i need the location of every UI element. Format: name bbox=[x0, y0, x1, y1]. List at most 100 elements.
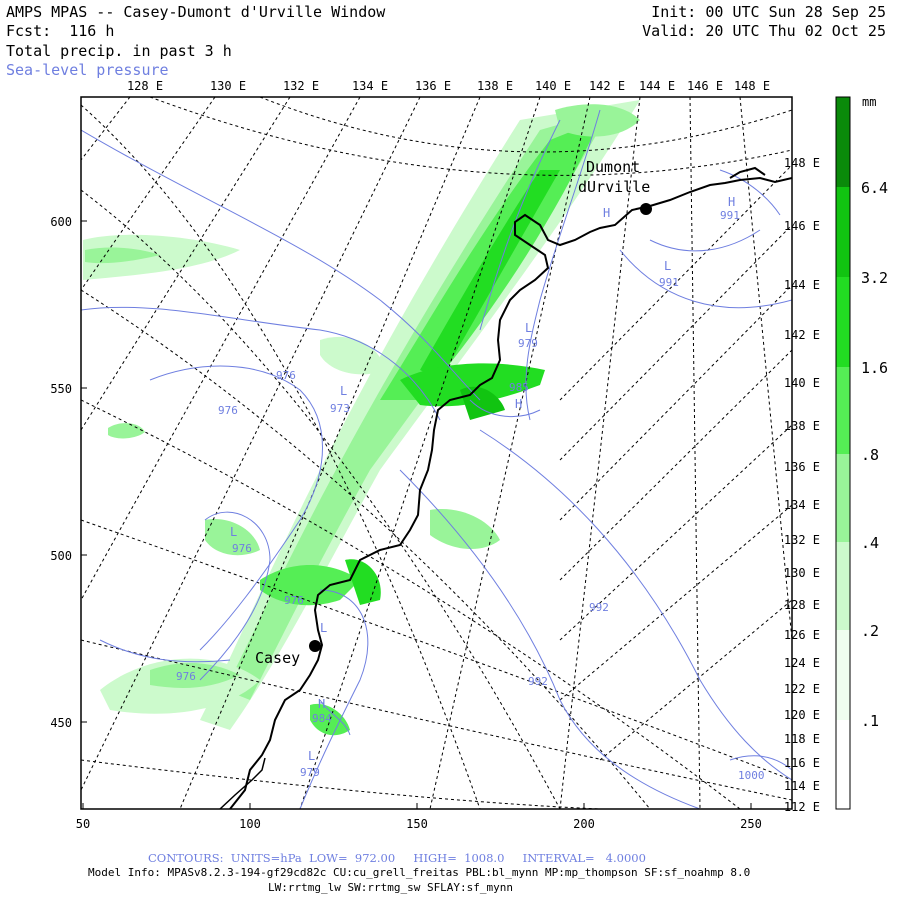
pressure-center: H bbox=[318, 697, 325, 711]
right-lon-label: 116 E bbox=[784, 756, 820, 770]
top-longitude-labels: 128 E 130 E 132 E 134 E 136 E 138 E 140 … bbox=[127, 79, 770, 93]
valid-time: Valid: 20 UTC Thu 02 Oct 25 bbox=[642, 22, 886, 40]
right-lon-label: 148 E bbox=[784, 156, 820, 170]
y-tick-labels: 600 550 500 450 bbox=[50, 215, 72, 730]
right-lon-label: 120 E bbox=[784, 708, 820, 722]
physics-info: LW:rrtmg_lw SW:rrtmg_sw SFLAY:sf_mynn bbox=[268, 881, 514, 894]
pressure-contours bbox=[81, 109, 792, 809]
top-lon-label: 138 E bbox=[477, 79, 513, 93]
pressure-center: L bbox=[320, 621, 327, 635]
colorbar-swatch bbox=[836, 630, 850, 720]
colorbar-label: 6.4 bbox=[861, 179, 888, 197]
top-lon-label: 142 E bbox=[589, 79, 625, 93]
colorbar-unit: mm bbox=[862, 95, 876, 109]
x-tick-label: 50 bbox=[76, 817, 90, 831]
colorbar: mm 6.4 3.2 1.6 .8 .4 .2 .1 bbox=[835, 95, 888, 810]
pressure-label: 991 bbox=[720, 209, 740, 222]
coastline bbox=[229, 176, 792, 809]
colorbar-label: 1.6 bbox=[861, 359, 888, 377]
right-lon-label: 138 E bbox=[784, 419, 820, 433]
graticule-parallels bbox=[81, 97, 792, 809]
pressure-center: H bbox=[728, 195, 735, 209]
init-time: Init: 00 UTC Sun 28 Sep 25 bbox=[651, 3, 886, 21]
y-tick-label: 550 bbox=[50, 382, 72, 396]
top-lon-label: 136 E bbox=[415, 79, 451, 93]
map-title: AMPS MPAS -- Casey-Dumont d'Urville Wind… bbox=[6, 3, 386, 21]
colorbar-swatch bbox=[836, 367, 850, 454]
pressure-center: L bbox=[308, 749, 315, 763]
pressure-label: 976 bbox=[284, 594, 304, 607]
colorbar-swatch bbox=[836, 720, 850, 809]
right-lon-label: 128 E bbox=[784, 598, 820, 612]
colorbar-swatch bbox=[836, 542, 850, 630]
right-lon-label: 132 E bbox=[784, 533, 820, 547]
y-tick-label: 600 bbox=[50, 215, 72, 229]
pressure-label: 973 bbox=[330, 402, 350, 415]
right-lon-label: 134 E bbox=[784, 498, 820, 512]
pressure-label: 976 bbox=[218, 404, 238, 417]
right-lon-label: 144 E bbox=[784, 278, 820, 292]
graticule-meridians bbox=[81, 97, 792, 809]
y-ticks bbox=[81, 220, 87, 723]
top-lon-label: 140 E bbox=[535, 79, 571, 93]
right-lon-label: 130 E bbox=[784, 566, 820, 580]
colorbar-label: .2 bbox=[861, 622, 879, 640]
y-tick-label: 500 bbox=[50, 549, 72, 563]
overlay-name: Sea-level pressure bbox=[6, 61, 169, 79]
coastline-dumont bbox=[729, 166, 766, 179]
right-lon-label: 112 E bbox=[784, 800, 820, 814]
colorbar-swatch bbox=[836, 277, 850, 367]
right-longitude-labels: 148 E 146 E 144 E 142 E 140 E 138 E 136 … bbox=[784, 156, 820, 814]
top-lon-label: 146 E bbox=[687, 79, 723, 93]
station-label-casey: Casey bbox=[255, 649, 300, 667]
pressure-label: 985 bbox=[509, 381, 529, 394]
graticule-right bbox=[559, 164, 792, 761]
y-tick-label: 450 bbox=[50, 716, 72, 730]
right-lon-label: 114 E bbox=[784, 779, 820, 793]
colorbar-swatch bbox=[836, 187, 850, 277]
pressure-center: L bbox=[230, 525, 237, 539]
pressure-label: 984 bbox=[312, 712, 332, 725]
x-tick-label: 250 bbox=[740, 817, 762, 831]
x-tick-label: 150 bbox=[406, 817, 428, 831]
pressure-label: 976 bbox=[176, 670, 196, 683]
pressure-label: 991 bbox=[659, 276, 679, 289]
coastline-inland bbox=[219, 757, 266, 809]
colorbar-label: .8 bbox=[861, 446, 879, 464]
top-lon-label: 132 E bbox=[283, 79, 319, 93]
colorbar-swatch bbox=[836, 97, 850, 187]
top-lon-label: 128 E bbox=[127, 79, 163, 93]
pressure-center: L bbox=[340, 384, 347, 398]
right-lon-label: 126 E bbox=[784, 628, 820, 642]
station-label-durville: dUrville bbox=[578, 178, 650, 196]
pressure-label: 1000 bbox=[738, 769, 765, 782]
pressure-center: L bbox=[525, 321, 532, 335]
model-info: Model Info: MPASv8.2.3-194-gf29cd82c CU:… bbox=[88, 866, 751, 879]
station-label-dumont: Dumont bbox=[586, 158, 640, 176]
x-tick-label: 100 bbox=[239, 817, 261, 831]
right-lon-label: 140 E bbox=[784, 376, 820, 390]
dumont-durville-station-marker bbox=[640, 203, 652, 215]
colorbar-label: .4 bbox=[861, 534, 879, 552]
pressure-center: H bbox=[515, 397, 522, 411]
right-lon-label: 136 E bbox=[784, 460, 820, 474]
casey-station-marker bbox=[309, 640, 321, 652]
pressure-center: H bbox=[603, 206, 610, 220]
pressure-label: 992 bbox=[528, 675, 548, 688]
pressure-centers: H H L L L L H L L H bbox=[230, 195, 735, 763]
right-lon-label: 146 E bbox=[784, 219, 820, 233]
field-name: Total precip. in past 3 h bbox=[6, 42, 232, 60]
x-tick-labels: 50 100 150 200 250 bbox=[76, 817, 762, 831]
top-lon-label: 144 E bbox=[639, 79, 675, 93]
x-tick-label: 200 bbox=[573, 817, 595, 831]
x-ticks bbox=[82, 803, 752, 809]
colorbar-labels: 6.4 3.2 1.6 .8 .4 .2 .1 bbox=[861, 179, 888, 730]
colorbar-label: 3.2 bbox=[861, 269, 888, 287]
pressure-labels: 976 976 973 976 976 976 979 984 979 985 … bbox=[176, 209, 765, 782]
contour-info: CONTOURS: UNITS=hPa LOW= 972.00 HIGH= 10… bbox=[148, 851, 646, 865]
pressure-center: L bbox=[664, 259, 671, 273]
map-frame bbox=[80, 96, 793, 810]
right-lon-label: 142 E bbox=[784, 328, 820, 342]
right-lon-label: 124 E bbox=[784, 656, 820, 670]
